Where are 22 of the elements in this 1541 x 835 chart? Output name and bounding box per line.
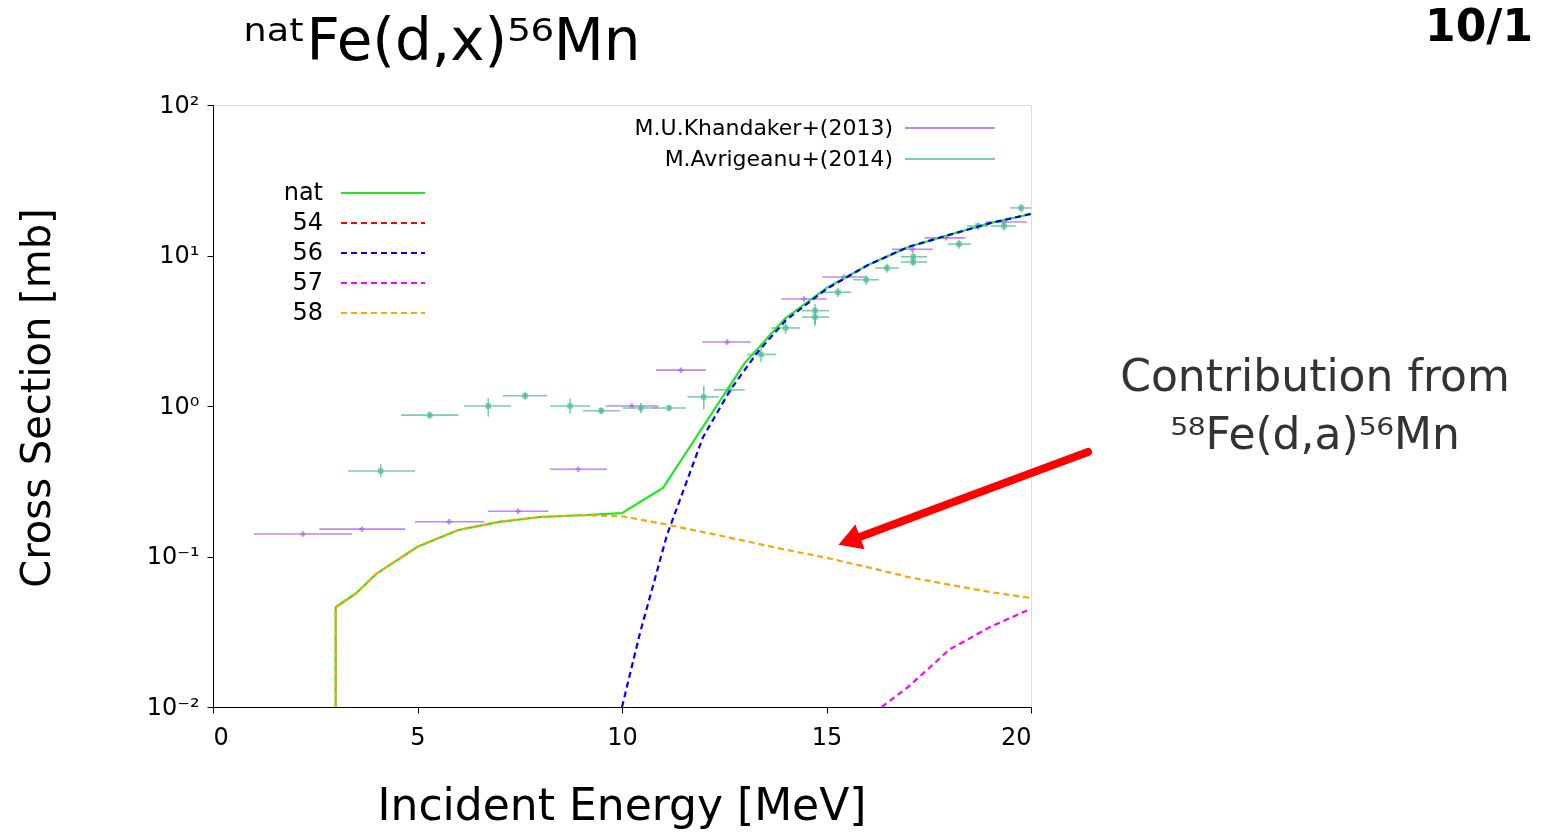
x-tick-label: 10: [607, 722, 638, 751]
x-tick-label: 0: [213, 722, 229, 751]
chart-title: ⁿᵃᵗFe(d,x)⁵⁶Mn: [243, 6, 641, 74]
x-tick-label: 20: [1000, 722, 1032, 751]
y-tick-label: 10⁰: [159, 391, 200, 420]
y-axis-title: Cross Section [mb]: [13, 208, 59, 588]
text: 10/1: [1425, 0, 1533, 51]
x-tick-label: 15: [811, 722, 843, 751]
x-tick-label: 5: [410, 722, 426, 751]
y-tick-label: 10⁻²: [146, 692, 200, 721]
legend-label: M.Avrigeanu+(2014): [664, 146, 893, 171]
legend-label: 57: [292, 268, 323, 296]
legend-label: 56: [292, 238, 323, 266]
x-axis-title: Incident Energy [MeV]: [377, 779, 867, 830]
text: Contribution from ⁵⁸Fe(d,a)⁵⁶Mn: [1120, 350, 1510, 459]
y-tick-label: 10²: [159, 90, 200, 119]
y-tick-label: 10¹: [159, 241, 200, 269]
legend-label: 54: [292, 208, 323, 236]
y-tick-label: 10⁻¹: [146, 542, 200, 570]
legend-label: 58: [292, 298, 323, 326]
legend-label: nat: [283, 178, 323, 206]
legend-label: M.U.Khandaker+(2013): [634, 115, 893, 140]
